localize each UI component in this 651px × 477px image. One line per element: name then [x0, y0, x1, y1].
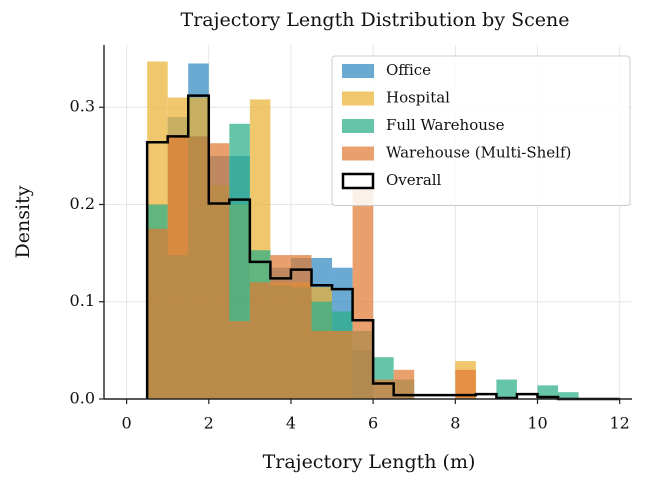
hist-bar: [393, 369, 415, 399]
y-tick-label: 0.1: [70, 291, 95, 310]
legend-label: Hospital: [386, 89, 450, 107]
hist-bar: [558, 392, 579, 399]
legend-label: Office: [386, 61, 431, 79]
legend-box: [331, 55, 631, 206]
legend-swatch: [342, 91, 374, 106]
hist-bar: [537, 385, 559, 399]
y-tick-label: 0.3: [70, 97, 95, 116]
hist-bar: [147, 228, 168, 399]
x-tick-label: 4: [286, 414, 296, 433]
x-tick-label: 10: [527, 414, 547, 433]
x-tick-label: 8: [450, 414, 460, 433]
hist-bar: [167, 136, 189, 399]
legend-swatch: [342, 64, 374, 78]
x-axis-label: Trajectory Length (m): [263, 451, 476, 473]
hist-bar: [352, 189, 374, 399]
hist-bar: [496, 379, 517, 399]
chart-title: Trajectory Length Distribution by Scene: [181, 9, 570, 31]
legend-swatch: [341, 172, 375, 190]
hist-bar: [290, 255, 312, 399]
legend: Office Hospital Full Warehouse Warehouse (M…: [331, 55, 631, 206]
overall-step: [145, 94, 620, 401]
hist-bar: [229, 321, 250, 399]
legend-label: Warehouse (Multi-Shelf): [386, 144, 571, 162]
x-tick-label: 0: [122, 414, 132, 433]
legend-label: Overall: [386, 171, 442, 189]
hist-bar: [249, 282, 271, 399]
hist-bar: [188, 136, 209, 399]
hist-bar: [208, 143, 230, 399]
legend-swatch: [342, 146, 374, 161]
hist-bar: [270, 255, 291, 399]
y-tick-label: 0.2: [70, 194, 95, 213]
legend-label: Full Warehouse: [386, 116, 505, 134]
hist-bar: [311, 330, 333, 399]
x-tick-label: 6: [368, 414, 378, 433]
legend-swatch: [342, 119, 374, 133]
x-tick-label: 12: [609, 414, 629, 433]
hist-bar: [455, 369, 476, 399]
y-tick-label: 0.0: [70, 389, 95, 408]
y-axis-label: Density: [12, 185, 34, 258]
x-tick-label: 2: [204, 414, 214, 433]
hist-bar: [332, 330, 353, 399]
